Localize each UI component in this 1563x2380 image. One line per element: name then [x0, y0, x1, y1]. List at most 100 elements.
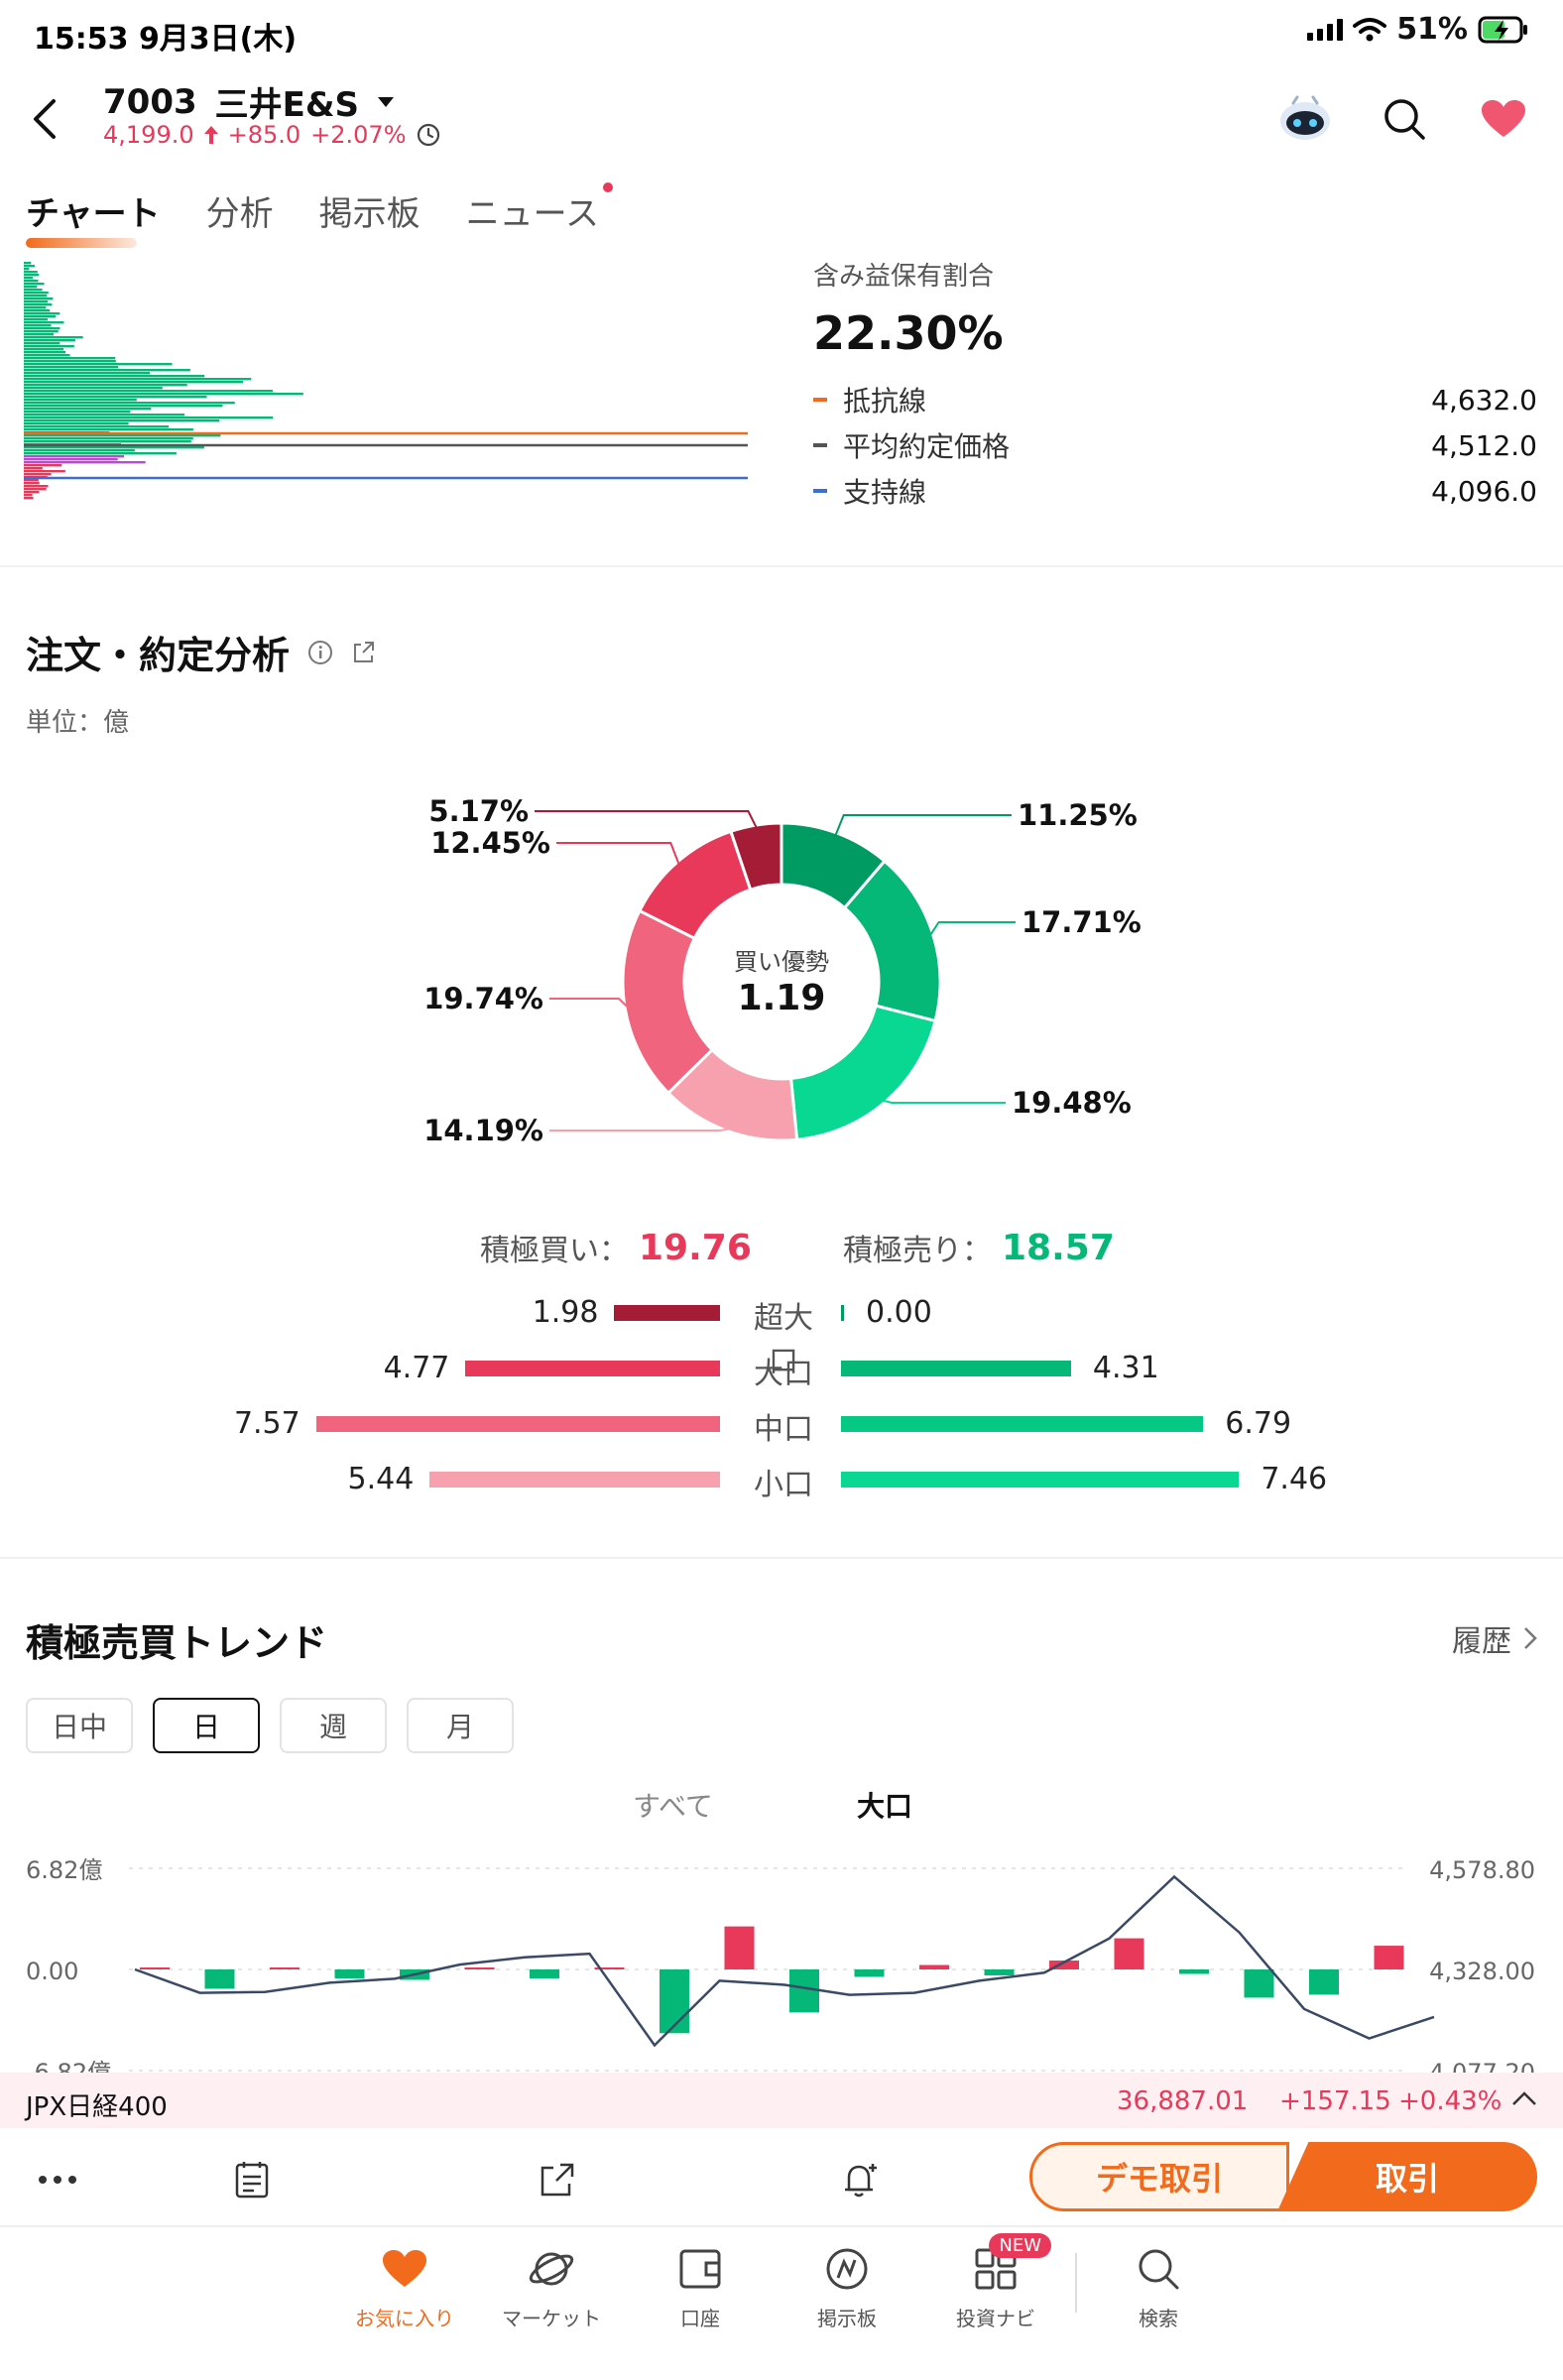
- sell-bar: [841, 1472, 1240, 1488]
- profile-volume-bar: [24, 485, 49, 488]
- profile-volume-bar: [24, 384, 187, 387]
- donut-slice-label: 19.74%: [423, 982, 543, 1015]
- buy-bar: [429, 1472, 720, 1488]
- nav-invest-navi[interactable]: NEW 投資ナビ: [926, 2233, 1065, 2331]
- profile-volume-bar: [24, 315, 57, 318]
- segment-all[interactable]: すべて: [633, 1790, 713, 1823]
- trend-bar: [919, 1964, 949, 1969]
- left-axis-label: 0.00: [26, 1958, 78, 1985]
- donut-leader-line: [834, 814, 1012, 836]
- tab-board[interactable]: 掲示板: [319, 186, 421, 248]
- profile-volume-bar: [24, 449, 135, 452]
- trend-bar: [1114, 1938, 1144, 1969]
- info-icon[interactable]: [307, 640, 333, 665]
- trend-bar: [984, 1969, 1015, 1975]
- index-ticker[interactable]: JPX日経400 36,887.01 +157.15 +0.43%: [0, 2073, 1563, 2128]
- tab-news-label: ニュース: [465, 194, 599, 234]
- tab-chart[interactable]: チャート: [26, 186, 161, 248]
- search-button[interactable]: [1375, 89, 1434, 149]
- order-size-category: 小口: [754, 1468, 813, 1502]
- nav-market[interactable]: マーケット: [482, 2241, 621, 2331]
- nav-market-label: マーケット: [502, 2307, 601, 2330]
- sell-value: 6.79: [1225, 1406, 1292, 1441]
- buy-value: 1.98: [532, 1295, 599, 1330]
- trend-bar: [724, 1926, 755, 1969]
- aggressive-buy-summary: 積極買い： 19.76: [480, 1226, 752, 1269]
- donut-leader-line: [556, 842, 680, 865]
- order-size-row: 1.98 超大口 0.00: [0, 1289, 1563, 1379]
- nav-favorites-label: お気に入り: [355, 2307, 454, 2330]
- tab-news[interactable]: ニュース: [465, 182, 613, 248]
- tab-analysis[interactable]: 分析: [206, 186, 274, 248]
- demo-trade-button[interactable]: デモ取引: [1029, 2142, 1289, 2211]
- profile-volume-bar: [24, 265, 35, 268]
- nav-account[interactable]: 口座: [631, 2241, 770, 2331]
- donut-leader-line: [929, 921, 1016, 935]
- profile-volume-bar: [24, 482, 40, 485]
- profile-volume-bar: [24, 283, 45, 286]
- order-size-row: 7.57 中口 6.79: [0, 1400, 1563, 1447]
- back-button[interactable]: [20, 89, 69, 149]
- favorite-button[interactable]: [1474, 89, 1533, 149]
- left-axis-label: -6.82億: [26, 2059, 111, 2073]
- period-tab-month[interactable]: 月: [407, 1698, 514, 1753]
- profile-volume-bar: [24, 446, 204, 449]
- profile-volume-bar: [24, 402, 235, 405]
- period-tab-day[interactable]: 日: [153, 1698, 260, 1753]
- current-price: 4,199.0: [103, 121, 194, 149]
- order-size-category: 中口: [754, 1412, 813, 1447]
- notes-button[interactable]: [224, 2152, 280, 2207]
- caret-down-icon: [378, 96, 395, 107]
- notes-icon: [235, 2162, 269, 2199]
- stock-title[interactable]: 7003 三井E&S: [103, 77, 395, 126]
- profile-volume-bar: [24, 416, 274, 419]
- resistance-line-label: 抵抗線: [843, 385, 927, 417]
- nav-search-label: 検索: [1139, 2307, 1178, 2330]
- buy-bar: [465, 1361, 720, 1376]
- sell-bar: [841, 1305, 844, 1321]
- price-volume-profile: [24, 262, 748, 500]
- trend-bar: [1374, 1946, 1404, 1969]
- profile-volume-bar: [24, 268, 30, 271]
- profile-volume-bar: [24, 408, 152, 411]
- period-tabs: 日中 日 週 月: [26, 1698, 514, 1753]
- profile-volume-bar: [24, 262, 32, 265]
- right-axis-label: 4,328.00: [1429, 1958, 1535, 1985]
- chevron-up-icon[interactable]: [1511, 2090, 1537, 2106]
- nav-search[interactable]: 検索: [1089, 2241, 1228, 2331]
- profile-volume-bar: [24, 306, 47, 309]
- share-icon: [541, 2163, 574, 2197]
- share-button[interactable]: [530, 2152, 585, 2207]
- header-actions: [1275, 89, 1533, 149]
- profile-volume-bar: [24, 292, 49, 295]
- search-icon: [1139, 2249, 1179, 2290]
- clock-icon: [417, 123, 439, 147]
- stock-code: 7003: [103, 81, 197, 122]
- nav-favorites[interactable]: お気に入り: [335, 2241, 474, 2331]
- profile-volume-bar: [24, 354, 70, 357]
- price-alert-button[interactable]: [833, 2152, 889, 2207]
- more-button[interactable]: [30, 2152, 85, 2207]
- nav-board[interactable]: 掲示板: [778, 2241, 916, 2331]
- period-tab-week[interactable]: 週: [280, 1698, 387, 1753]
- profile-volume-bar: [24, 280, 39, 283]
- profile-volume-bar: [24, 428, 193, 431]
- profile-volume-bar: [24, 330, 59, 333]
- trade-button[interactable]: 取引: [1277, 2142, 1537, 2211]
- history-link[interactable]: 履歴: [1452, 1616, 1537, 1660]
- profile-volume-bar: [24, 464, 62, 467]
- profile-volume-bar: [24, 363, 173, 366]
- sell-bar: [841, 1361, 1071, 1376]
- profile-volume-bar: [24, 378, 252, 381]
- section-divider: [0, 565, 1563, 567]
- buy-bar: [315, 1416, 720, 1432]
- segment-large[interactable]: 大口: [857, 1790, 913, 1823]
- action-bar: デモ取引 取引: [0, 2128, 1563, 2227]
- heart-icon: [1482, 100, 1525, 137]
- period-tab-intraday[interactable]: 日中: [26, 1698, 133, 1753]
- profile-volume-bar: [24, 375, 205, 378]
- profile-volume-bar: [24, 452, 177, 455]
- donut-leader-line: [535, 810, 758, 828]
- share-icon[interactable]: [351, 640, 377, 665]
- ai-assistant-button[interactable]: [1275, 89, 1335, 149]
